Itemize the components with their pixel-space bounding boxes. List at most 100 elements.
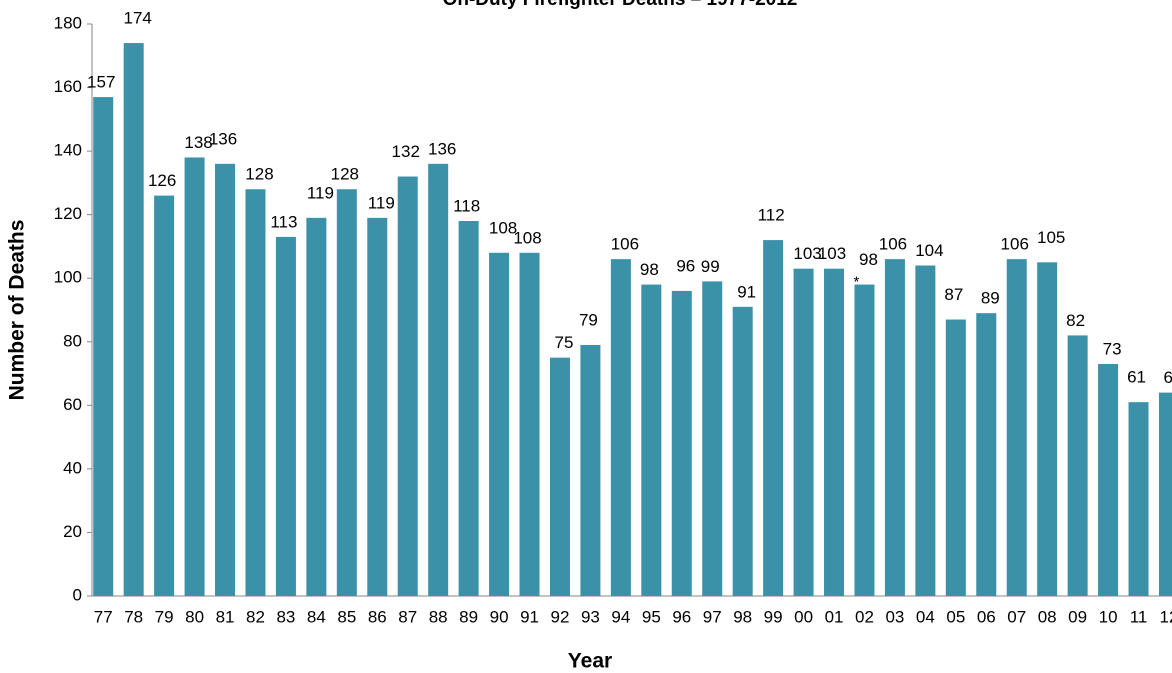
data-label: 132 xyxy=(392,142,420,161)
bar xyxy=(306,217,327,596)
data-label: 75 xyxy=(555,333,574,352)
bar xyxy=(702,281,723,596)
y-axis-label: Number of Deaths xyxy=(6,220,29,401)
x-tick-label: 05 xyxy=(946,607,965,626)
x-tick-label: 92 xyxy=(551,607,570,626)
bar xyxy=(519,252,540,597)
bar xyxy=(93,97,114,596)
y-tick-label: 160 xyxy=(54,77,82,96)
x-tick-label: 95 xyxy=(642,607,661,626)
bar xyxy=(945,319,966,596)
x-tick-label: 00 xyxy=(794,607,813,626)
bar xyxy=(215,163,236,597)
x-tick-label: 87 xyxy=(398,607,417,626)
data-label: 61 xyxy=(1127,368,1146,387)
x-axis-label: Year xyxy=(568,650,612,673)
y-tick-label: 0 xyxy=(73,585,82,604)
data-label: 108 xyxy=(489,218,517,237)
bar xyxy=(732,306,753,596)
bar xyxy=(458,221,479,596)
data-label: 99 xyxy=(701,257,720,276)
x-tick-label: 86 xyxy=(368,607,387,626)
data-label: 119 xyxy=(307,183,334,202)
bar xyxy=(1158,392,1172,596)
bar xyxy=(824,268,845,596)
x-tick-label: 01 xyxy=(825,607,844,626)
x-tick-label: 84 xyxy=(307,607,326,626)
x-tick-label: 98 xyxy=(733,607,752,626)
data-label: 112 xyxy=(758,206,785,225)
data-label: 87 xyxy=(944,285,963,304)
x-tick-label: 81 xyxy=(216,607,235,626)
x-tick-label: 85 xyxy=(337,607,356,626)
x-tick-label: 82 xyxy=(246,607,265,626)
bar xyxy=(610,259,631,596)
annotation: * xyxy=(854,274,860,291)
bar xyxy=(428,163,449,597)
data-label: 103 xyxy=(818,244,846,263)
x-tick-label: 97 xyxy=(703,607,722,626)
x-tick-label: 12 xyxy=(1160,607,1172,626)
x-tick-label: 99 xyxy=(764,607,783,626)
bar xyxy=(245,189,266,596)
y-tick-label: 120 xyxy=(54,204,82,223)
bar xyxy=(367,217,388,596)
data-label: 103 xyxy=(793,244,821,263)
x-tick-label: 96 xyxy=(672,607,691,626)
y-tick-label: 80 xyxy=(63,331,82,350)
bar xyxy=(1006,259,1027,596)
bar xyxy=(793,268,814,596)
data-label: 106 xyxy=(1001,235,1029,254)
bar xyxy=(580,344,601,596)
data-label: 64 xyxy=(1164,368,1172,387)
x-tick-label: 80 xyxy=(185,607,204,626)
x-tick-label: 11 xyxy=(1130,607,1148,626)
data-label: 113 xyxy=(270,212,297,231)
y-tick-label: 140 xyxy=(54,141,82,160)
bar xyxy=(489,252,510,597)
data-label: 119 xyxy=(368,193,395,212)
bar xyxy=(1037,262,1058,596)
bar xyxy=(671,290,692,596)
data-label: 91 xyxy=(737,282,756,301)
x-tick-label: 90 xyxy=(490,607,509,626)
bar xyxy=(1098,364,1119,596)
data-label: 82 xyxy=(1066,311,1085,330)
x-tick-label: 77 xyxy=(94,607,113,626)
x-tick-label: 04 xyxy=(916,607,935,626)
bar xyxy=(976,313,997,596)
x-tick-label: 02 xyxy=(855,607,874,626)
x-tick-label: 06 xyxy=(977,607,996,626)
x-tick-label: 93 xyxy=(581,607,600,626)
x-tick-label: 89 xyxy=(459,607,478,626)
bar xyxy=(1128,402,1149,596)
x-tick-label: 07 xyxy=(1007,607,1026,626)
data-label: 157 xyxy=(87,73,115,92)
data-label: 136 xyxy=(209,129,237,148)
x-tick-label: 03 xyxy=(885,607,904,626)
bar xyxy=(123,43,144,597)
bar xyxy=(549,357,570,596)
data-label: 106 xyxy=(611,235,639,254)
bar xyxy=(915,265,936,596)
bar xyxy=(854,284,875,596)
x-tick-label: 83 xyxy=(276,607,295,626)
data-label: 89 xyxy=(981,289,1000,308)
x-tick-label: 79 xyxy=(155,607,174,626)
y-tick-label: 100 xyxy=(54,268,82,287)
data-label: 96 xyxy=(676,256,695,275)
data-label: 118 xyxy=(453,197,480,216)
bar xyxy=(275,236,296,596)
x-tick-label: 10 xyxy=(1099,607,1118,626)
data-label: 79 xyxy=(579,310,598,329)
bar xyxy=(763,240,784,597)
data-label: 136 xyxy=(428,139,456,158)
y-tick-label: 180 xyxy=(54,13,82,32)
bar xyxy=(154,195,175,596)
data-label: 105 xyxy=(1037,228,1065,247)
bar xyxy=(1067,335,1088,596)
y-tick-label: 40 xyxy=(63,458,82,477)
x-tick-label: 78 xyxy=(124,607,143,626)
